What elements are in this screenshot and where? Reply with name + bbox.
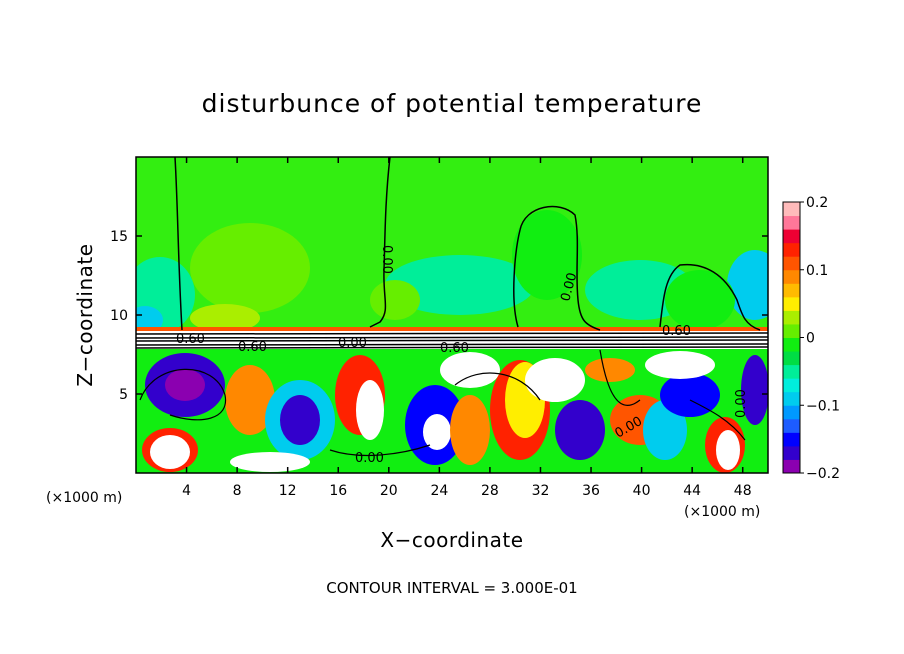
y-tick-label: 15 bbox=[110, 229, 128, 245]
y-axis-label: Z−coordinate bbox=[73, 243, 97, 386]
x-tick-label: 8 bbox=[233, 483, 242, 499]
y-axis: 5 10 15 bbox=[110, 229, 768, 403]
lower-eddy bbox=[555, 400, 605, 460]
x-tick-label: 44 bbox=[683, 483, 701, 499]
y-tick-label: 5 bbox=[119, 387, 128, 403]
heatmap-field bbox=[136, 157, 768, 473]
x-tick-label: 12 bbox=[279, 483, 297, 499]
colorbar-segment bbox=[783, 378, 800, 393]
colorbar-segment bbox=[783, 459, 800, 474]
chart-title: disturbunce of potential temperature bbox=[202, 89, 703, 118]
colorbar-segment bbox=[783, 229, 800, 244]
zero-contour-line bbox=[174, 157, 761, 331]
lower-eddy bbox=[450, 395, 490, 465]
colorbar-segment bbox=[783, 445, 800, 460]
lower-eddy bbox=[643, 400, 687, 460]
x-tick-label: 32 bbox=[532, 483, 550, 499]
colorbar-tick-label: 0.2 bbox=[806, 195, 828, 211]
colorbar-tick-label: 0.1 bbox=[806, 263, 828, 279]
lower-eddy bbox=[225, 365, 275, 435]
colorbar-segment bbox=[783, 337, 800, 352]
contour-label: 0.00 bbox=[734, 389, 749, 418]
colorbar bbox=[783, 202, 800, 474]
contour-label: 0.00 bbox=[558, 271, 580, 303]
x-tick-label: 20 bbox=[380, 483, 398, 499]
upper-blob bbox=[727, 250, 768, 320]
upper-blob bbox=[190, 304, 260, 332]
colorbar-segment bbox=[783, 310, 800, 325]
colorbar-segment bbox=[783, 202, 800, 217]
upper-blob bbox=[190, 223, 310, 313]
upper-blob bbox=[665, 270, 735, 330]
lower-eddy bbox=[585, 358, 635, 382]
lower-eddy bbox=[280, 395, 320, 445]
contour-label: 0.60 bbox=[176, 332, 205, 347]
x-axis: 4 8 12 16 20 24 28 32 36 40 44 48 bbox=[182, 157, 752, 499]
upper-blob bbox=[385, 255, 535, 315]
colorbar-tick-label: −0.2 bbox=[806, 466, 840, 482]
colorbar-segment bbox=[783, 256, 800, 271]
x-tick-label: 4 bbox=[182, 483, 191, 499]
x-tick-label: 24 bbox=[430, 483, 448, 499]
colorbar-segment bbox=[783, 351, 800, 366]
zero-contour-line bbox=[139, 349, 746, 457]
colorbar-segment bbox=[783, 364, 800, 379]
upper-blob bbox=[136, 306, 163, 334]
y-tick-label: 10 bbox=[110, 308, 128, 324]
upper-blob bbox=[512, 210, 582, 300]
colorbar-segment bbox=[783, 283, 800, 298]
x-tick-label: 40 bbox=[633, 483, 651, 499]
interface-contours bbox=[136, 332, 768, 349]
x-tick-label: 48 bbox=[734, 483, 752, 499]
colorbar-tick-label: −0.1 bbox=[806, 398, 840, 414]
contour-label: 0.00 bbox=[338, 336, 367, 351]
x-unit-right: (×1000 m) bbox=[684, 504, 760, 520]
colorbar-segment bbox=[783, 391, 800, 406]
lower-eddy bbox=[741, 355, 768, 425]
interface-band bbox=[136, 327, 768, 331]
contour-label: 0.00 bbox=[355, 451, 384, 466]
colorbar-segment bbox=[783, 323, 800, 338]
colorbar-segment bbox=[783, 215, 800, 230]
lower-eddy bbox=[230, 452, 310, 472]
lower-eddy bbox=[525, 358, 585, 402]
x-axis-label: X−coordinate bbox=[380, 528, 523, 552]
upper-blob bbox=[370, 280, 420, 320]
lower-eddy bbox=[165, 369, 205, 401]
colorbar-segment bbox=[783, 269, 800, 284]
colorbar-segment bbox=[783, 296, 800, 311]
lower-eddy bbox=[716, 430, 740, 470]
colorbar-ticks: 0.2 0.1 0 −0.1 −0.2 bbox=[800, 195, 840, 482]
colorbar-tick-label: 0 bbox=[806, 331, 815, 347]
x-unit-left: (×1000 m) bbox=[46, 490, 122, 506]
colorbar-segment bbox=[783, 242, 800, 257]
colorbar-segment bbox=[783, 405, 800, 420]
lower-eddy bbox=[660, 373, 720, 417]
contour-interval-note: CONTOUR INTERVAL = 3.000E-01 bbox=[326, 579, 577, 597]
x-tick-label: 36 bbox=[582, 483, 600, 499]
lower-eddy bbox=[356, 380, 384, 440]
lower-eddy bbox=[440, 352, 500, 388]
contour-label: 0.00 bbox=[379, 245, 394, 274]
lower-eddy bbox=[423, 414, 451, 450]
lower-eddy bbox=[645, 351, 715, 379]
contour-label: 0.60 bbox=[662, 324, 691, 339]
lower-eddy bbox=[150, 435, 190, 469]
x-tick-label: 28 bbox=[481, 483, 499, 499]
colorbar-segment bbox=[783, 432, 800, 447]
colorbar-segment bbox=[783, 418, 800, 433]
x-tick-label: 16 bbox=[329, 483, 347, 499]
contour-label: 0.60 bbox=[238, 340, 267, 355]
contour-label: 0.60 bbox=[440, 341, 469, 356]
